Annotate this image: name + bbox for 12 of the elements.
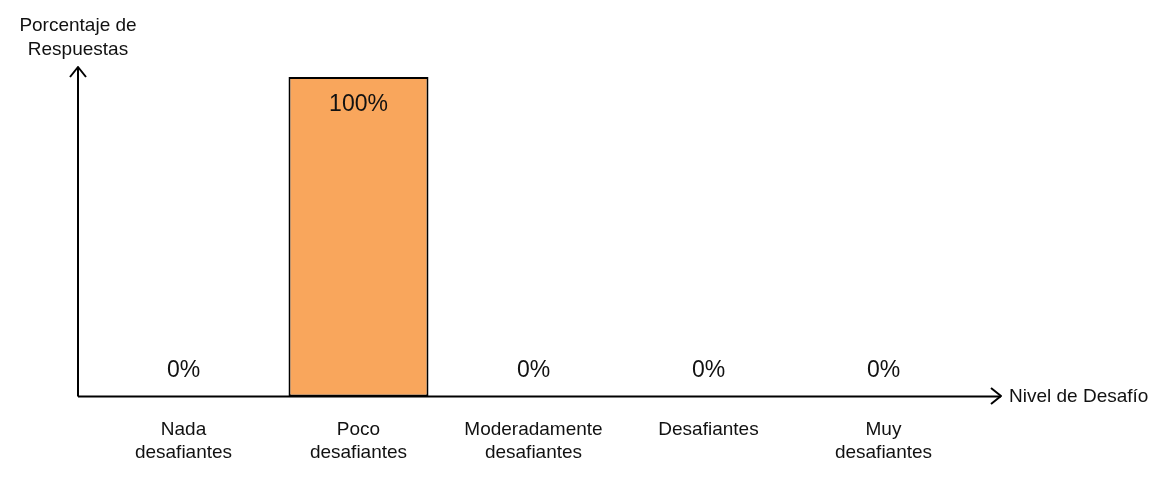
data-label: 0% bbox=[866, 355, 901, 382]
x-tick-label: Nada desafiantes bbox=[134, 418, 233, 462]
x-tick-label: Moderadamente desafiantes bbox=[464, 418, 603, 462]
x-tick-label: Poco desafiantes bbox=[309, 418, 408, 462]
data-label: 0% bbox=[516, 355, 551, 382]
y-axis-title: Porcentaje de Respuestas bbox=[19, 14, 137, 59]
x-axis-title: Nivel de Desafío bbox=[1009, 384, 1149, 406]
x-tick-label: Muy desafiantes bbox=[834, 418, 933, 462]
data-label: 0% bbox=[691, 355, 726, 382]
data-label: 0% bbox=[166, 355, 201, 382]
data-label: 100% bbox=[329, 90, 388, 117]
x-tick-label: Desafiantes bbox=[658, 418, 759, 440]
